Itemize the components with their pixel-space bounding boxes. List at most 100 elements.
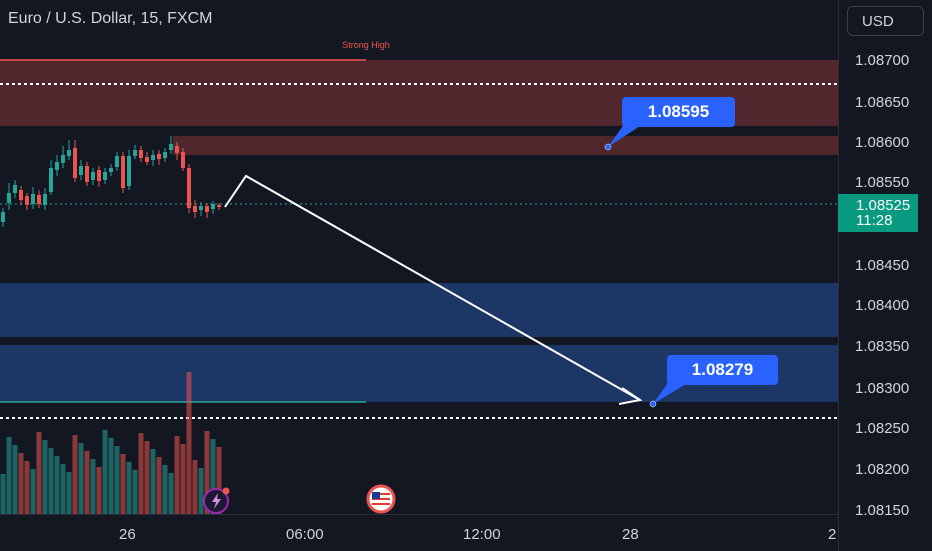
callout-upper-tail bbox=[608, 123, 640, 147]
volume-bar bbox=[216, 447, 222, 514]
price-label-1-08400: 1.08400 bbox=[855, 297, 910, 314]
time-label-0600: 06:00 bbox=[286, 526, 324, 543]
candle-body bbox=[19, 190, 23, 200]
volume-bar bbox=[192, 460, 198, 514]
candle-body bbox=[67, 150, 71, 156]
price-label-1-08650: 1.08650 bbox=[855, 94, 910, 111]
candle-body bbox=[49, 168, 53, 192]
candle-body bbox=[151, 155, 155, 160]
price-label-1-08300: 1.08300 bbox=[855, 380, 910, 397]
price-label-1-08250: 1.08250 bbox=[855, 420, 910, 437]
volume-bar bbox=[72, 435, 78, 514]
candle-body bbox=[91, 172, 95, 180]
time-label-26: 26 bbox=[119, 526, 136, 543]
volume-bar bbox=[186, 372, 192, 514]
volume-bar bbox=[18, 453, 24, 514]
candle-body bbox=[7, 193, 11, 203]
currency-button[interactable]: USD bbox=[847, 6, 924, 36]
callout-upper-anchor[interactable] bbox=[604, 143, 612, 151]
volume-bar bbox=[126, 462, 132, 514]
candlesticks bbox=[1, 136, 221, 227]
volume-bar bbox=[156, 457, 162, 514]
volume-bar bbox=[162, 465, 168, 514]
demand-zone-upper bbox=[0, 283, 838, 337]
price-label-1-08450: 1.08450 bbox=[855, 257, 910, 274]
volume-bar bbox=[210, 439, 216, 514]
volume-bar bbox=[48, 448, 54, 514]
volume-bar bbox=[204, 431, 210, 514]
candle-body bbox=[43, 194, 47, 205]
volume-bar bbox=[180, 444, 186, 514]
candle-body bbox=[193, 206, 197, 212]
candle-body bbox=[79, 166, 83, 175]
volume-bar bbox=[60, 464, 66, 514]
candle-body bbox=[31, 194, 35, 204]
volume-bar bbox=[144, 441, 150, 514]
candle-body bbox=[169, 144, 173, 150]
candle-body bbox=[73, 148, 77, 178]
volume-bar bbox=[0, 474, 6, 514]
lightning-icon[interactable] bbox=[202, 485, 232, 520]
volume-bar bbox=[66, 472, 72, 514]
time-label-1200: 12:00 bbox=[463, 526, 501, 543]
volume-bar bbox=[42, 440, 48, 514]
candle-body bbox=[139, 150, 143, 158]
candle-body bbox=[133, 150, 137, 156]
volume-bar bbox=[24, 461, 30, 514]
volume-bar bbox=[132, 470, 138, 514]
volume-bar bbox=[78, 443, 84, 514]
candle-body bbox=[199, 206, 203, 210]
time-axis[interactable] bbox=[0, 514, 838, 551]
candle-body bbox=[109, 168, 113, 172]
volume-bar bbox=[108, 438, 114, 514]
candle-body bbox=[61, 155, 65, 163]
candle-body bbox=[115, 156, 119, 167]
candle-body bbox=[211, 204, 215, 209]
chart-canvas[interactable]: Strong High bbox=[0, 0, 838, 514]
volume-bar bbox=[138, 433, 144, 514]
volume-bars bbox=[0, 372, 222, 514]
callout-lower-anchor[interactable] bbox=[649, 400, 657, 408]
volume-bar bbox=[54, 456, 60, 514]
price-label-1-08200: 1.08200 bbox=[855, 461, 910, 478]
volume-bar bbox=[120, 454, 126, 514]
volume-bar bbox=[102, 430, 108, 514]
volume-bar bbox=[150, 449, 156, 514]
volume-bar bbox=[168, 473, 174, 514]
symbol-title[interactable]: Euro / U.S. Dollar, 15, FXCM bbox=[8, 10, 213, 27]
candle-body bbox=[127, 156, 131, 186]
candle-body bbox=[85, 166, 89, 182]
us-flag-icon[interactable] bbox=[366, 484, 396, 519]
projection-path[interactable] bbox=[224, 174, 641, 401]
price-callout-lower[interactable]: 1.08279 bbox=[667, 355, 778, 385]
price-label-1-08550: 1.08550 bbox=[855, 174, 910, 191]
time-label-28: 28 bbox=[622, 526, 639, 543]
price-callout-upper[interactable]: 1.08595 bbox=[622, 97, 735, 127]
candle-countdown: 11:28 bbox=[856, 212, 893, 229]
current-price-badge: 1.08525 11:28 bbox=[838, 194, 918, 232]
volume-bar bbox=[30, 469, 36, 514]
price-label-1-08600: 1.08600 bbox=[855, 134, 910, 151]
volume-bar bbox=[36, 432, 42, 514]
price-label-1-08350: 1.08350 bbox=[855, 338, 910, 355]
price-axis[interactable] bbox=[838, 0, 932, 550]
price-label-1-08700: 1.08700 bbox=[855, 52, 910, 69]
current-price-value: 1.08525 bbox=[856, 197, 911, 214]
time-label-next: 2 bbox=[828, 526, 837, 543]
volume-bar bbox=[12, 445, 18, 514]
candle-body bbox=[55, 162, 59, 170]
candle-body bbox=[145, 157, 149, 162]
volume-bar bbox=[84, 451, 90, 514]
volume-bar bbox=[90, 459, 96, 514]
candle-body bbox=[97, 170, 101, 181]
candle-body bbox=[187, 168, 191, 208]
candle-body bbox=[103, 172, 107, 180]
volume-bar bbox=[96, 467, 102, 514]
volume-bar bbox=[198, 468, 204, 514]
volume-bar bbox=[174, 436, 180, 514]
candle-body bbox=[163, 152, 167, 158]
supply-zone-small bbox=[173, 136, 838, 155]
volume-bar bbox=[114, 446, 120, 514]
candle-body bbox=[25, 196, 29, 205]
